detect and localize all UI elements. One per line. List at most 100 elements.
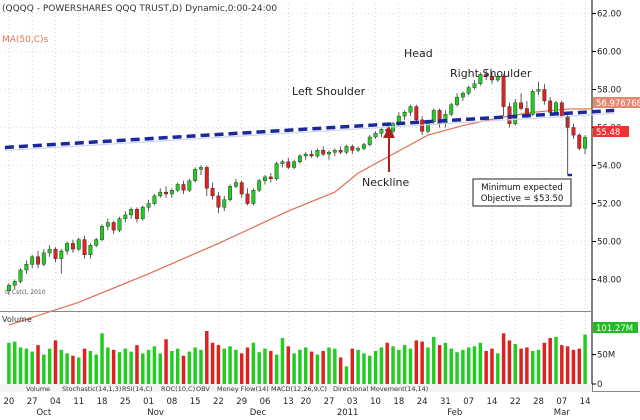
objective-text-line2: Objective = $53.50 bbox=[481, 194, 564, 204]
candle-down bbox=[245, 193, 250, 204]
volume-bar-up bbox=[228, 346, 232, 384]
candle-up bbox=[169, 189, 174, 195]
date-tick-label: 22 bbox=[510, 397, 521, 407]
volume-bar-down bbox=[181, 355, 186, 384]
candle-down bbox=[36, 256, 40, 265]
volume-bar-up bbox=[274, 354, 279, 384]
volume-bar-down bbox=[245, 347, 250, 384]
volume-tick-label: 0 bbox=[597, 380, 602, 390]
month-label: Feb bbox=[447, 408, 462, 418]
volume-bar-down bbox=[321, 351, 325, 384]
indicator-tab: RSI(14,C) bbox=[122, 385, 153, 393]
indicator-tab: Volume bbox=[26, 385, 50, 393]
date-tick-label: 11 bbox=[73, 397, 84, 407]
volume-value-tag bbox=[593, 322, 638, 333]
volume-bar-down bbox=[111, 349, 116, 384]
volume-bar-up bbox=[117, 352, 122, 384]
volume-bar-down bbox=[525, 347, 529, 384]
month-label: 2011 bbox=[337, 408, 359, 418]
candle-up bbox=[158, 191, 163, 197]
volume-bar-up bbox=[408, 348, 413, 384]
candle-up bbox=[222, 199, 227, 208]
candle-up bbox=[315, 150, 320, 157]
volume-bar-down bbox=[205, 330, 209, 384]
volume-bar-down bbox=[519, 348, 523, 384]
objective-text-line1: Minimum expected bbox=[481, 183, 562, 193]
candle-up bbox=[361, 144, 366, 149]
volume-bar-up bbox=[152, 346, 157, 384]
candle-down bbox=[484, 74, 489, 77]
candle-up bbox=[466, 87, 471, 94]
last-price-tag bbox=[593, 126, 629, 137]
volume-bar-down bbox=[82, 348, 87, 384]
volume-bar-up bbox=[222, 348, 226, 384]
candle-down bbox=[135, 208, 139, 219]
volume-bar-up bbox=[443, 342, 448, 384]
volume-bar-up bbox=[263, 348, 267, 384]
candle-down bbox=[164, 191, 168, 195]
volume-bar-down bbox=[350, 348, 355, 384]
candle-down bbox=[519, 102, 524, 109]
last-price-text: 55.48 bbox=[596, 128, 620, 138]
price-tick-label: 54.00 bbox=[597, 162, 621, 172]
volume-label: Volume bbox=[2, 315, 32, 324]
volume-bar-up bbox=[583, 334, 587, 384]
volume-bar-up bbox=[315, 354, 320, 384]
volume-bar-down bbox=[507, 340, 512, 384]
candle-down bbox=[524, 108, 529, 115]
date-tick-label: 14 bbox=[487, 397, 498, 407]
candle-up bbox=[100, 226, 104, 240]
volume-bar-up bbox=[123, 348, 128, 384]
candle-up bbox=[187, 180, 192, 191]
volume-bar-up bbox=[402, 345, 407, 384]
date-tick-label: 03 bbox=[347, 397, 358, 407]
volume-bar-down bbox=[269, 351, 273, 384]
date-tick-label: 28 bbox=[533, 397, 544, 407]
volume-bar-up bbox=[146, 349, 151, 384]
candle-down bbox=[309, 153, 314, 157]
volume-bar-up bbox=[18, 347, 23, 384]
candle-up bbox=[18, 269, 23, 282]
volume-bar-up bbox=[373, 351, 378, 384]
volume-bar-down bbox=[571, 349, 576, 384]
candle-up bbox=[472, 83, 477, 88]
candlesticks bbox=[6, 70, 588, 295]
candle-down bbox=[350, 146, 355, 151]
volume-bar-up bbox=[7, 342, 11, 384]
date-tick-label: 04 bbox=[50, 397, 61, 407]
date-tick-label: 18 bbox=[393, 397, 404, 407]
volume-bar-down bbox=[210, 342, 215, 384]
candle-up bbox=[233, 182, 238, 187]
candle-up bbox=[327, 151, 331, 155]
candle-down bbox=[338, 150, 343, 153]
volume-bar-up bbox=[455, 352, 459, 384]
volume-axis: 50M 0 bbox=[592, 351, 615, 390]
volume-bar-up bbox=[170, 351, 174, 384]
candle-up bbox=[193, 169, 198, 181]
candle-down bbox=[571, 127, 576, 136]
date-tick-label: 15 bbox=[190, 397, 201, 407]
volume-bar-down bbox=[414, 340, 419, 384]
volume-bar-up bbox=[175, 348, 180, 384]
volume-bar-up bbox=[47, 348, 52, 384]
objective-box bbox=[472, 178, 572, 207]
price-tick-label: 52.00 bbox=[597, 200, 621, 210]
indicator-tab: Money Flow(14) bbox=[217, 385, 269, 393]
candle-up bbox=[303, 153, 308, 157]
volume-bar-up bbox=[461, 349, 465, 384]
volume-bar-down bbox=[560, 345, 564, 384]
candle-up bbox=[280, 161, 285, 164]
date-tick-label: 01 bbox=[143, 397, 154, 407]
candle-up bbox=[455, 96, 459, 105]
volume-bar-down bbox=[565, 346, 570, 384]
price-tick-label: 60.00 bbox=[597, 48, 621, 58]
volume-bar-up bbox=[449, 348, 453, 384]
volume-bar-up bbox=[193, 347, 197, 384]
indicator-tab: MACD(12,26,9,C) bbox=[271, 385, 327, 393]
candle-up bbox=[12, 281, 17, 286]
ma-value-tag bbox=[593, 97, 640, 108]
volume-bar-up bbox=[100, 333, 104, 384]
date-axis: 20 27 04 11 18 25 01 08 15 22 29 06 13 20 27 03 10 18 24 31… bbox=[3, 397, 590, 418]
volume-bar-down bbox=[239, 353, 244, 384]
volume-bar-up bbox=[59, 349, 64, 384]
